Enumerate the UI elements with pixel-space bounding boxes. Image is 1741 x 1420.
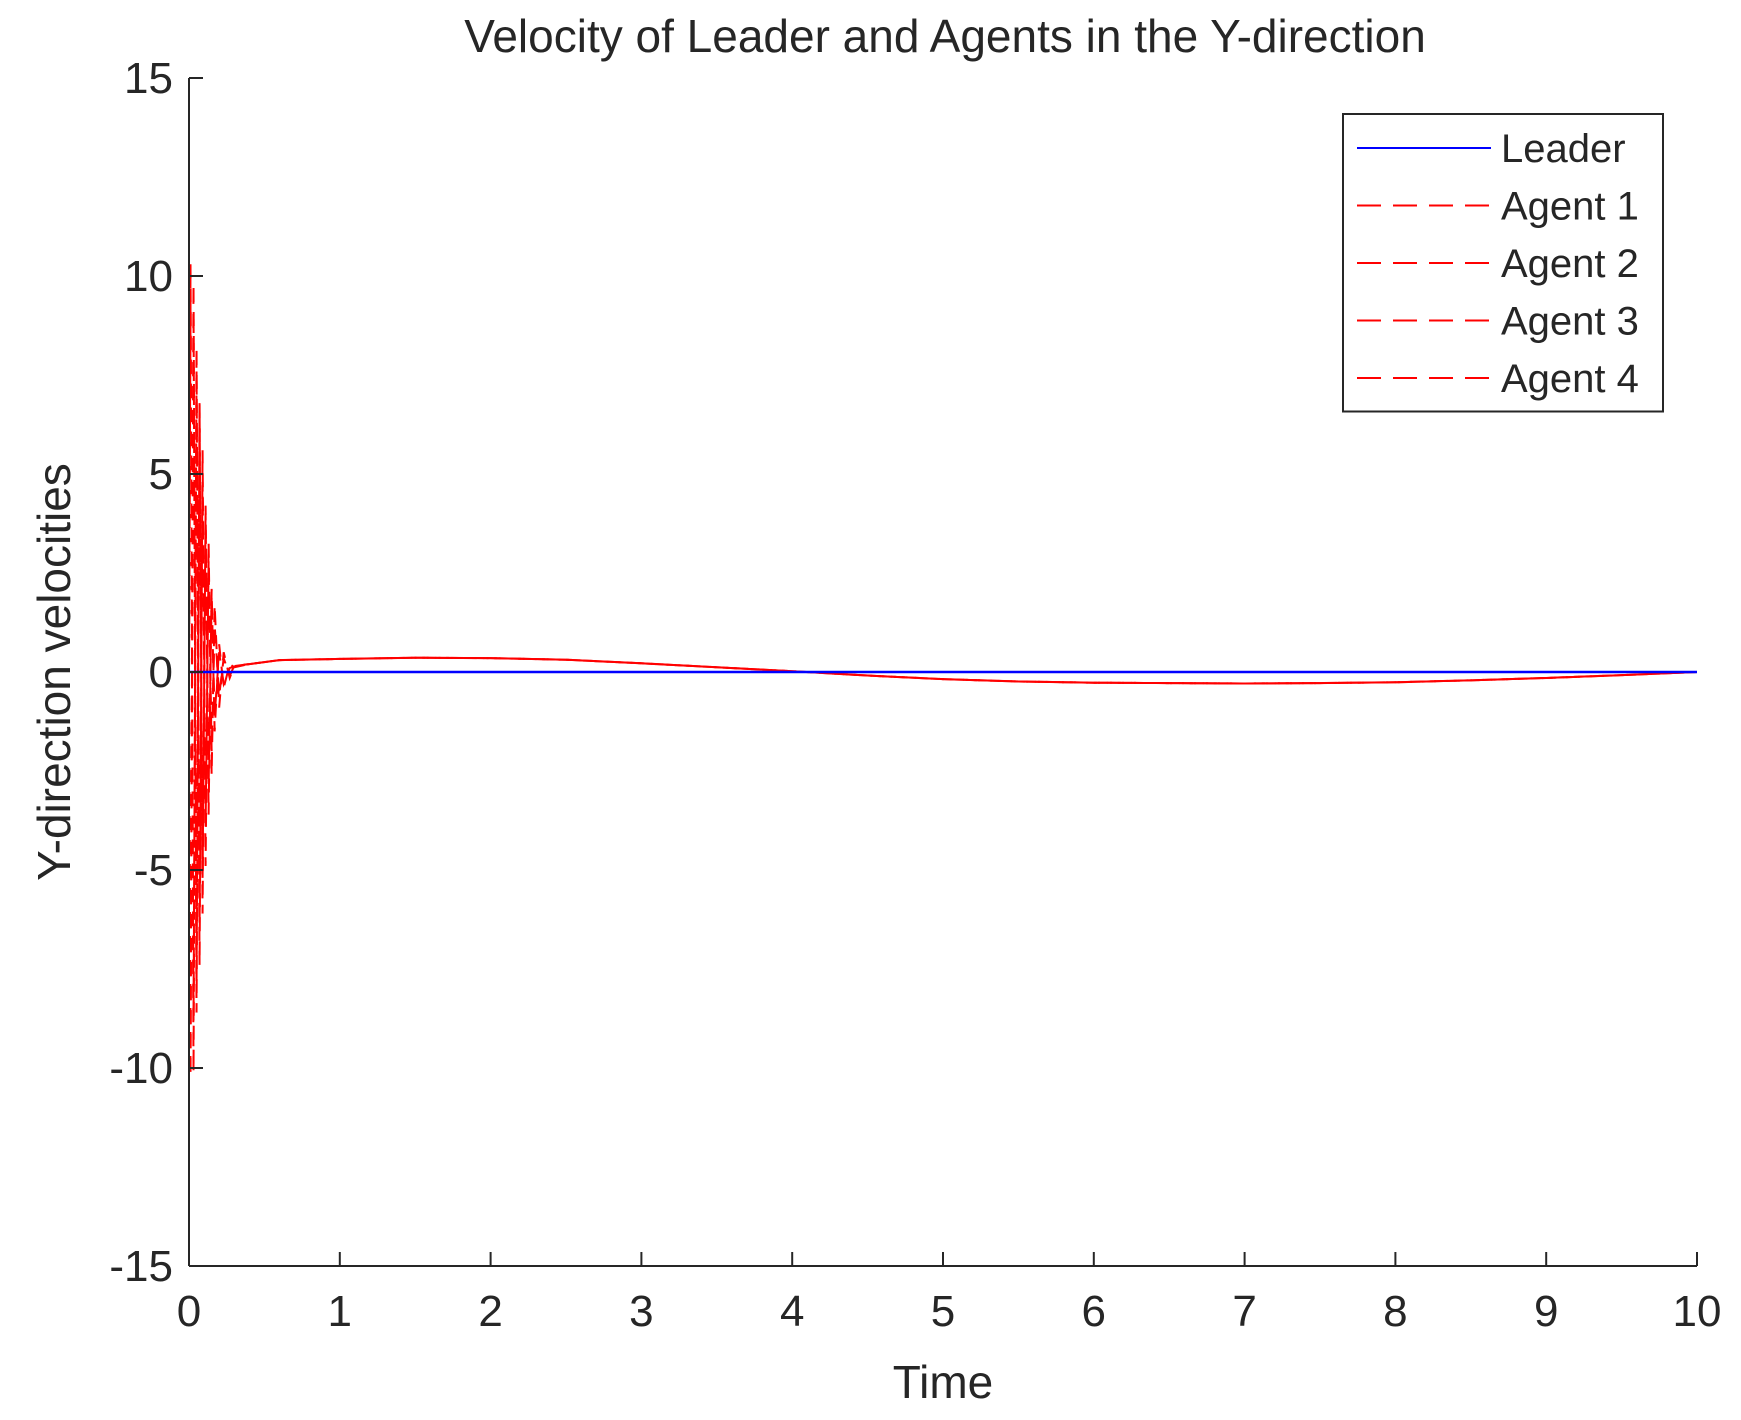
legend-label: Agent 2 [1501, 242, 1639, 286]
y-tick-label: -5 [134, 846, 173, 895]
x-axis-ticks: 0 1 2 3 4 5 6 7 8 9 10 [177, 1252, 1722, 1336]
legend-label: Agent 4 [1501, 357, 1639, 401]
plot-area [189, 264, 1697, 1076]
x-tick-label: 6 [1082, 1287, 1106, 1336]
legend-label: Leader [1501, 127, 1626, 171]
y-axis-label: Y-direction velocities [28, 463, 80, 881]
y-tick-label: -15 [109, 1242, 173, 1291]
y-tick-label: 15 [124, 54, 173, 103]
x-tick-label: 7 [1232, 1287, 1256, 1336]
x-tick-label: 9 [1534, 1287, 1558, 1336]
series-layer [189, 264, 1697, 1076]
x-tick-label: 0 [177, 1287, 201, 1336]
chart-title: Velocity of Leader and Agents in the Y-d… [464, 10, 1426, 62]
series-line-agent-2 [189, 283, 1697, 1076]
y-tick-label: 5 [149, 450, 173, 499]
x-tick-label: 2 [478, 1287, 502, 1336]
legend-label: Agent 3 [1501, 300, 1639, 344]
x-axis-label: Time [893, 1356, 994, 1408]
x-tick-label: 4 [780, 1287, 804, 1336]
x-tick-label: 5 [931, 1287, 955, 1336]
legend: Leader Agent 1 Agent 2 Agent 3 Agent 4 [1342, 113, 1664, 413]
x-tick-label: 1 [328, 1287, 352, 1336]
legend-label: Agent 1 [1501, 185, 1639, 229]
y-axis-ticks: -15 -10 -5 0 5 10 15 [109, 54, 203, 1291]
y-tick-label: 10 [124, 252, 173, 301]
y-tick-label: 0 [149, 648, 173, 697]
y-tick-label: -10 [109, 1044, 173, 1093]
series-line-agent-4 [189, 311, 1697, 1053]
x-tick-label: 10 [1673, 1287, 1722, 1336]
x-tick-label: 8 [1383, 1287, 1407, 1336]
x-tick-label: 3 [629, 1287, 653, 1336]
